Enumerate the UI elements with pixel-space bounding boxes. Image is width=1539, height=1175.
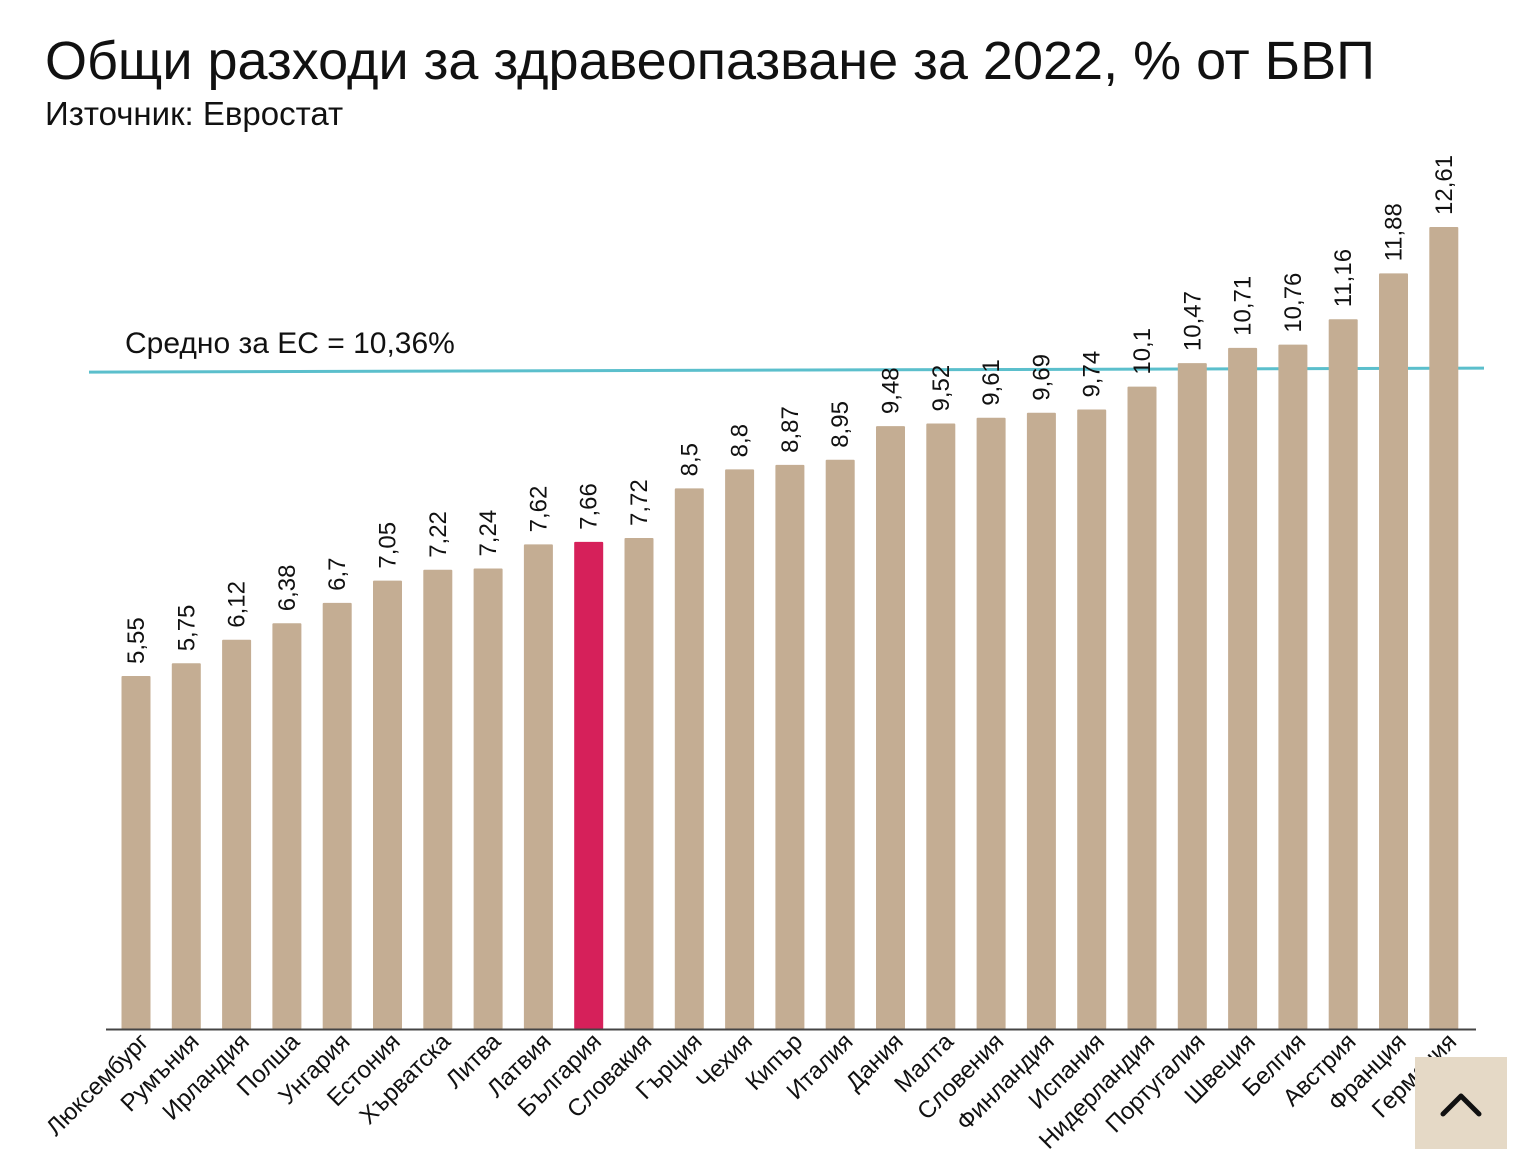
- bar: [272, 623, 302, 1029]
- bar-value-label: 7,66: [576, 483, 603, 530]
- bar-value-label: 10,76: [1280, 273, 1307, 333]
- bar: [1429, 227, 1459, 1029]
- bar-value-label: 8,87: [777, 406, 804, 453]
- bar-value-label: 10,71: [1230, 276, 1257, 336]
- bar-value-label: 8,5: [676, 443, 703, 476]
- bar: [1026, 412, 1056, 1029]
- chart-subtitle: Източник: Евростат: [45, 95, 344, 132]
- bar-value-label: 9,69: [1028, 354, 1055, 401]
- bar: [1127, 386, 1157, 1029]
- bar-value-label: 8,95: [827, 401, 854, 448]
- bar-value-label: 10,47: [1179, 291, 1206, 351]
- bar: [1379, 273, 1408, 1029]
- bar: [574, 541, 604, 1029]
- eu-average-line: [88, 366, 1485, 374]
- bar: [624, 538, 654, 1029]
- bar: [926, 423, 956, 1029]
- bar-value-label: 5,55: [123, 617, 150, 664]
- bar: [1177, 363, 1207, 1029]
- bar: [876, 426, 905, 1029]
- bar-value-label: 6,12: [224, 581, 251, 628]
- bar-value-label: 10,1: [1129, 328, 1156, 375]
- bar-value-label: 6,7: [324, 558, 351, 591]
- bar: [322, 602, 352, 1029]
- bar-value-label: 9,52: [928, 365, 955, 412]
- bar-value-label: 7,62: [525, 486, 552, 533]
- bar-value-label: 5,75: [173, 605, 200, 652]
- chart-title: Общи разходи за здравеопазване за 2022, …: [45, 31, 1375, 91]
- bar: [121, 676, 151, 1029]
- bar: [473, 568, 503, 1029]
- scroll-to-top-button[interactable]: [1415, 1057, 1507, 1149]
- bar: [1228, 347, 1258, 1029]
- bar-value-label: 11,16: [1330, 249, 1357, 307]
- bar-value-label: 7,24: [475, 510, 502, 557]
- bar-value-label: 12,61: [1431, 155, 1458, 215]
- bar: [775, 464, 805, 1029]
- bar-value-label: 7,22: [425, 511, 452, 558]
- bar: [725, 469, 755, 1029]
- bar-value-label: 9,48: [878, 367, 905, 414]
- bar: [423, 569, 453, 1029]
- bar: [1077, 409, 1107, 1029]
- bar-value-label: 7,72: [626, 479, 653, 526]
- eu-average-label: Средно за ЕС = 10,36%: [125, 327, 455, 360]
- bar: [1328, 319, 1358, 1029]
- bar: [674, 488, 704, 1029]
- bar-value-label: 9,74: [1079, 351, 1106, 398]
- bar-value-label: 9,61: [978, 359, 1005, 406]
- bar-value-label: 8,8: [727, 424, 754, 457]
- bar: [523, 544, 553, 1029]
- bar: [976, 417, 1006, 1030]
- chevron-up-icon: [1440, 1093, 1482, 1117]
- bar: [825, 459, 855, 1029]
- bar: [171, 663, 201, 1029]
- bar-value-label: 7,05: [375, 522, 402, 569]
- bar: [1278, 344, 1308, 1029]
- bar: [373, 580, 402, 1029]
- bar-value-label: 6,38: [274, 565, 301, 612]
- bar: [222, 639, 252, 1029]
- bar-value-label: 11,88: [1381, 203, 1408, 261]
